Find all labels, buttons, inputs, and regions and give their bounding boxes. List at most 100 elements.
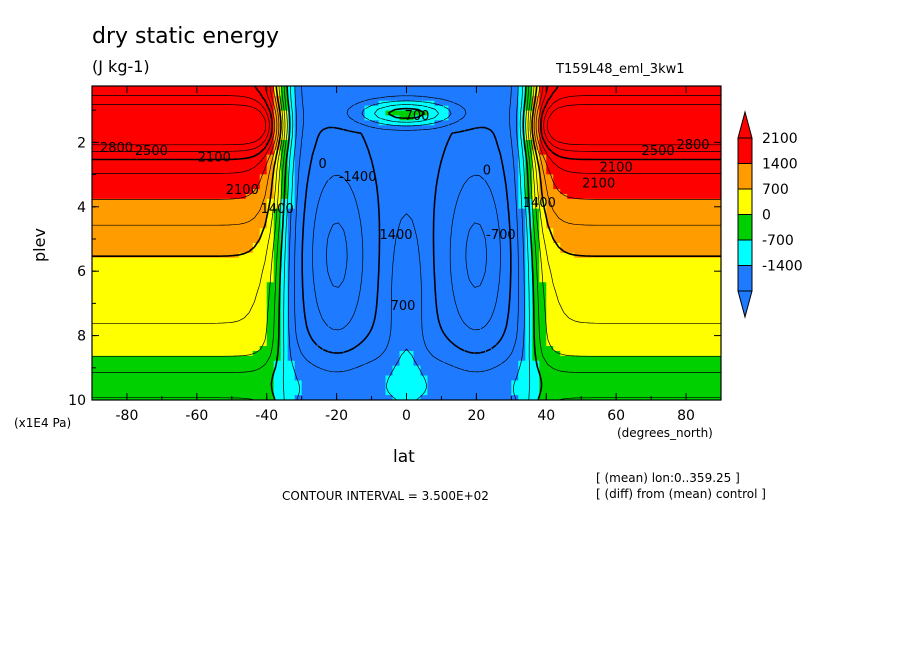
field-cell: [287, 277, 296, 283]
field-cell: [273, 360, 282, 367]
field-cell: [301, 208, 310, 215]
field-cell: [567, 311, 575, 318]
field-cell: [406, 316, 415, 323]
field-cell: [532, 311, 540, 318]
field-cell: [112, 346, 121, 352]
field-cell: [441, 346, 450, 352]
field-cell: [560, 130, 568, 136]
field-cell: [308, 365, 317, 372]
field-cell: [420, 184, 429, 190]
field-cell: [392, 277, 401, 283]
field-cell: [448, 321, 457, 328]
field-cell: [441, 203, 450, 210]
field-cell: [623, 135, 631, 141]
field-cell: [105, 223, 114, 229]
field-cell: [238, 262, 247, 269]
field-cell: [609, 154, 617, 161]
contour-interval: CONTOUR INTERVAL = 3.500E+02: [282, 489, 489, 503]
field-cell: [448, 247, 457, 254]
field-cell: [455, 100, 464, 107]
field-cell: [462, 355, 470, 362]
field-cell: [588, 321, 596, 328]
field-cell: [511, 243, 519, 249]
field-cell: [441, 243, 450, 249]
field-cell: [196, 228, 205, 234]
field-cell: [210, 296, 219, 303]
field-cell: [336, 316, 345, 323]
field-cell: [455, 282, 464, 288]
field-cell: [385, 370, 394, 377]
field-cell: [231, 247, 240, 254]
field-cell: [182, 174, 191, 180]
field-cell: [329, 105, 338, 112]
field-cell: [441, 115, 450, 121]
field-cell: [378, 375, 387, 381]
field-cell: [308, 223, 317, 229]
field-cell: [140, 365, 149, 372]
field-cell: [245, 144, 254, 151]
field-cell: [259, 174, 268, 180]
field-cell: [413, 100, 422, 107]
field-cell: [427, 262, 436, 269]
field-cell: [217, 174, 226, 180]
field-cell: [420, 306, 429, 313]
field-cell: [308, 385, 317, 391]
field-cell: [210, 380, 219, 386]
field-cell: [378, 341, 387, 347]
field-cell: [259, 321, 268, 328]
field-cell: [245, 257, 254, 264]
field-cell: [196, 375, 205, 381]
field-cell: [602, 115, 610, 121]
field-cell: [588, 174, 596, 180]
field-cell: [511, 164, 519, 171]
field-cell: [294, 360, 303, 367]
field-cell: [294, 100, 303, 107]
field-cell: [105, 218, 114, 224]
field-cell: [126, 365, 135, 372]
field-cell: [140, 247, 149, 254]
field-cell: [525, 184, 533, 190]
field-cell: [462, 311, 470, 318]
field-cell: [553, 189, 561, 195]
field-cell: [154, 272, 163, 278]
field-cell: [189, 169, 198, 175]
field-cell: [119, 311, 128, 318]
field-cell: [532, 243, 540, 249]
field-cell: [595, 95, 603, 102]
field-cell: [392, 267, 401, 274]
field-cell: [245, 125, 254, 131]
field-cell: [92, 115, 100, 121]
field-cell: [217, 184, 226, 190]
field-cell: [490, 331, 498, 337]
field-cell: [231, 370, 240, 377]
field-cell: [147, 164, 156, 171]
field-cell: [154, 292, 163, 298]
field-cell: [623, 184, 631, 190]
field-cell: [413, 287, 422, 293]
field-cell: [434, 336, 443, 342]
field-cell: [560, 355, 568, 362]
field-cell: [490, 193, 498, 200]
field-cell: [567, 193, 575, 200]
field-cell: [343, 218, 352, 224]
field-cell: [203, 213, 212, 220]
field-cell: [532, 267, 540, 274]
field-cell: [399, 110, 408, 117]
field-cell: [294, 375, 303, 381]
field-cell: [413, 346, 422, 352]
field-cell: [623, 115, 631, 121]
field-cell: [266, 321, 275, 328]
field-cell: [623, 385, 631, 391]
field-cell: [224, 223, 233, 229]
field-cell: [609, 375, 617, 381]
field-cell: [567, 154, 575, 161]
field-cell: [168, 233, 177, 239]
field-cell: [476, 257, 484, 264]
field-cell: [308, 350, 317, 357]
field-cell: [364, 380, 373, 386]
field-cell: [630, 365, 638, 372]
field-cell: [252, 130, 261, 136]
field-cell: [252, 272, 261, 278]
field-cell: [399, 326, 408, 332]
field-cell: [231, 184, 240, 190]
